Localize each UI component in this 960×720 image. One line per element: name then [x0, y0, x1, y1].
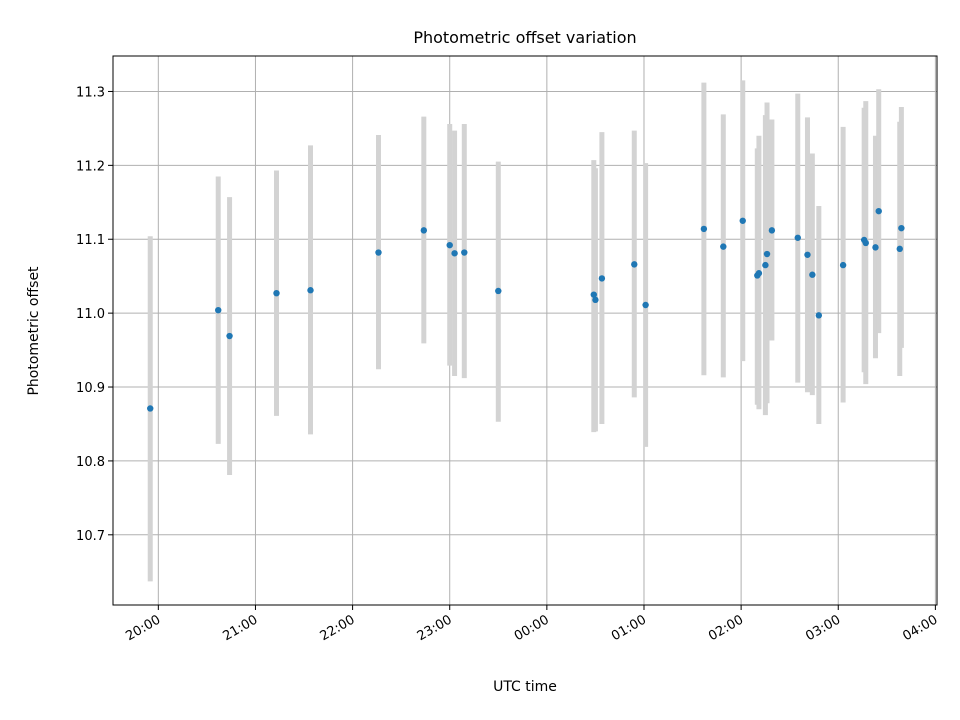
data-point — [720, 243, 727, 250]
data-points — [147, 207, 905, 412]
plot-frame — [112, 55, 938, 606]
y-tick-label: 11.3 — [76, 85, 105, 100]
data-point — [307, 287, 314, 294]
data-point — [898, 224, 905, 232]
y-tick-label: 11.2 — [76, 159, 105, 174]
data-point — [273, 289, 280, 297]
data-point — [642, 301, 649, 309]
y-axis-label: Photometric offset — [26, 266, 42, 396]
data-point — [451, 250, 458, 257]
data-point — [872, 244, 879, 251]
data-point — [215, 306, 222, 314]
data-point — [446, 241, 453, 249]
y-tick-label: 10.8 — [76, 455, 105, 470]
data-point — [495, 287, 502, 295]
data-point — [804, 251, 811, 258]
data-point — [631, 261, 638, 268]
data-point — [896, 245, 903, 253]
data-point — [875, 207, 882, 215]
y-tick-label: 11.1 — [76, 233, 105, 248]
data-point — [763, 250, 771, 258]
chart-title: Photometric offset variation — [413, 28, 636, 47]
data-point — [598, 275, 606, 282]
data-point — [809, 271, 816, 278]
data-point — [815, 312, 823, 319]
data-point — [147, 405, 154, 412]
data-point — [862, 239, 869, 247]
data-point — [590, 291, 598, 298]
y-tick-label: 10.7 — [76, 529, 105, 544]
data-point — [226, 332, 233, 340]
x-axis-label: UTC time — [493, 679, 557, 695]
data-point — [375, 249, 382, 256]
data-point — [762, 261, 769, 269]
data-point — [592, 296, 599, 304]
y-tick-label: 10.9 — [76, 381, 105, 396]
data-point — [461, 249, 468, 256]
y-tick-label: 11.0 — [76, 307, 105, 322]
data-point — [794, 234, 801, 241]
data-point — [755, 270, 763, 277]
data-point — [700, 225, 708, 233]
data-point — [420, 227, 428, 234]
data-point — [768, 227, 776, 234]
data-point — [839, 261, 847, 269]
data-point — [739, 217, 746, 224]
